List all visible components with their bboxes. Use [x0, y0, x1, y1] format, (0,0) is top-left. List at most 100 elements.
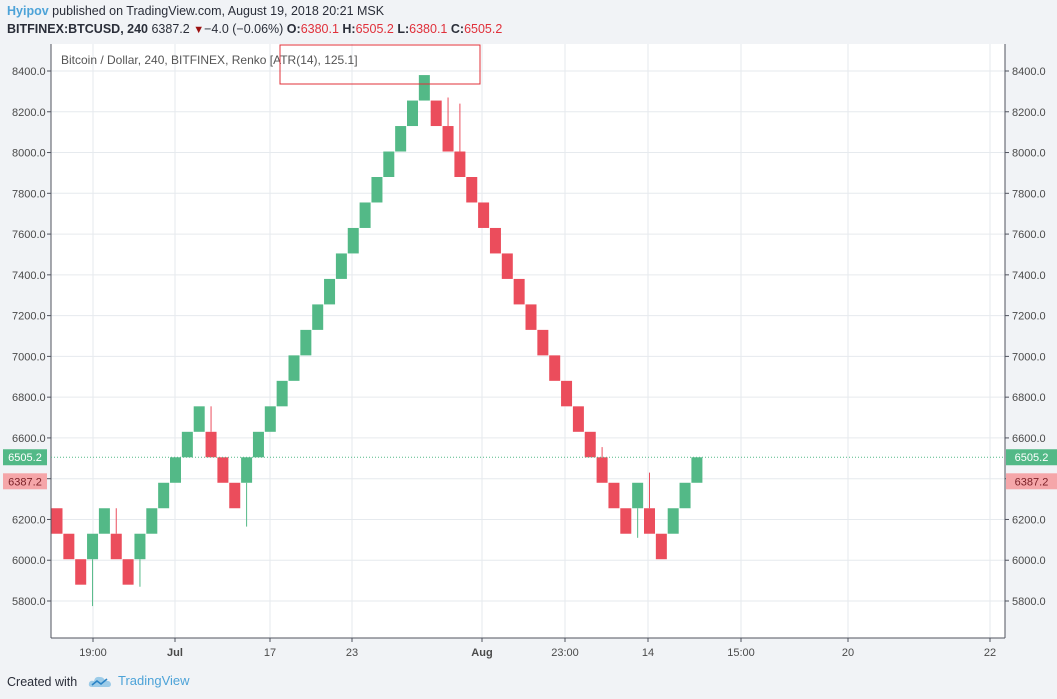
up-brick — [312, 304, 324, 330]
up-brick — [98, 508, 110, 534]
plot-background — [51, 44, 1005, 638]
up-brick — [241, 457, 253, 483]
up-brick — [632, 482, 644, 509]
y-tick-label: 6000.0 — [1012, 555, 1046, 567]
up-brick — [193, 406, 205, 432]
close-label: C: — [450, 22, 465, 36]
last-price-tag-bg — [1006, 449, 1057, 466]
x-tick-label: 19:00 — [79, 647, 107, 659]
x-tick-label: Jul — [167, 647, 183, 659]
up-brick — [383, 151, 395, 177]
y-tick-label: 8200.0 — [12, 107, 46, 119]
y-tick-label: 6200.0 — [12, 514, 46, 526]
price-tags: 6505.2 6505.2 6387.2 6387.2 — [3, 449, 1057, 490]
y-tick-label: 8000.0 — [12, 148, 46, 160]
previous-price-tag-bg — [1006, 473, 1057, 490]
down-brick — [489, 227, 501, 254]
chart-title: Bitcoin / Dollar, 240, BITFINEX, Renko [… — [61, 53, 358, 67]
y-tick-label: 5800.0 — [12, 596, 46, 608]
up-brick — [134, 533, 146, 560]
y-tick-label: 8000.0 — [1012, 148, 1046, 160]
down-brick — [63, 533, 75, 560]
y-tick-label: 7200.0 — [12, 311, 46, 323]
down-brick — [430, 100, 442, 127]
x-tick-label: 23 — [346, 647, 358, 659]
down-brick — [51, 508, 63, 534]
y-tick-label: 6800.0 — [1012, 392, 1046, 404]
down-brick — [454, 151, 466, 177]
down-brick — [584, 431, 596, 458]
low-value: 6380.1 — [409, 22, 448, 36]
quote-line: BITFINEX:BTCUSD, 240 6387.2 ▼−4.0 (−0.06… — [7, 22, 502, 36]
y-tick-label: 5800.0 — [1012, 596, 1046, 608]
y-tick-label: 7000.0 — [12, 351, 46, 363]
down-brick — [644, 508, 655, 534]
last-price: 6387.2 — [151, 22, 190, 36]
up-brick — [170, 457, 181, 483]
y-tick-label: 6600.0 — [1012, 433, 1046, 445]
down-brick — [513, 278, 525, 305]
symbol-label: BITFINEX:BTCUSD, 240 — [7, 22, 148, 36]
down-brick — [122, 559, 134, 585]
y-tick-label: 8400.0 — [1012, 66, 1046, 78]
y-tick-label: 6800.0 — [12, 392, 46, 404]
open-value: 6380.1 — [300, 22, 339, 36]
down-brick — [75, 559, 87, 585]
y-tick-label: 7600.0 — [1012, 229, 1046, 241]
down-brick — [110, 533, 122, 560]
down-brick — [620, 508, 632, 534]
up-brick — [87, 533, 99, 560]
y-axis-right: 5800.06000.06200.06400.06600.06800.07000… — [1005, 66, 1046, 608]
tradingview-link[interactable]: TradingView — [88, 673, 190, 688]
up-brick — [146, 508, 158, 534]
x-tick-label: 14 — [642, 647, 654, 659]
up-brick — [181, 431, 193, 458]
y-tick-label: 7000.0 — [1012, 351, 1046, 363]
down-brick — [442, 126, 454, 152]
price-change: −4.0 (−0.06%) — [204, 22, 284, 36]
down-brick — [478, 202, 490, 228]
author-link[interactable]: Hyipov — [7, 4, 49, 18]
up-brick — [359, 202, 371, 228]
up-brick — [418, 75, 430, 101]
y-tick-label: 7400.0 — [12, 270, 46, 282]
up-brick — [300, 329, 312, 356]
up-brick — [395, 126, 407, 152]
up-brick — [288, 355, 300, 381]
annotation-box[interactable] — [279, 44, 481, 85]
chart-header: Hyipov published on TradingView.com, Aug… — [0, 0, 1057, 44]
down-brick — [205, 431, 217, 458]
chart-area[interactable]: 5800.06000.06200.06400.06600.06800.07000… — [0, 44, 1057, 668]
close-value: 6505.2 — [464, 22, 503, 36]
last-price-tag: 6505.2 — [1015, 452, 1049, 464]
up-brick — [252, 431, 264, 458]
x-tick-label: 20 — [842, 647, 854, 659]
renko-chart[interactable]: 5800.06000.06200.06400.06600.06800.07000… — [0, 44, 1057, 668]
y-tick-label: 6600.0 — [12, 433, 46, 445]
y-tick-label: 7600.0 — [12, 229, 46, 241]
renko-bricks — [51, 75, 703, 607]
up-brick — [264, 406, 276, 432]
up-brick — [158, 482, 170, 509]
y-tick-label: 7800.0 — [12, 188, 46, 200]
previous-price-tag: 6387.2 — [8, 476, 42, 488]
up-brick — [276, 380, 288, 407]
last-price-tag: 6505.2 — [8, 452, 42, 464]
y-tick-label: 6000.0 — [12, 555, 46, 567]
created-with-label: Created with — [7, 675, 78, 689]
down-brick — [537, 329, 549, 356]
x-tick-label: 15:00 — [727, 647, 755, 659]
previous-price-tag-bg — [3, 473, 47, 490]
brand-label: TradingView — [118, 673, 190, 688]
down-brick — [229, 482, 241, 509]
down-brick — [655, 533, 667, 560]
up-brick — [407, 100, 418, 127]
y-tick-label: 7800.0 — [1012, 188, 1046, 200]
up-brick — [679, 482, 691, 509]
x-axis: 19:00 Jul 17 23 Aug 23:00 14 15:00 20 22 — [79, 638, 996, 659]
down-brick — [572, 406, 584, 432]
high-value: 6505.2 — [355, 22, 394, 36]
y-tick-label: 6200.0 — [1012, 514, 1046, 526]
down-brick — [466, 177, 478, 203]
y-tick-label: 8400.0 — [12, 66, 46, 78]
